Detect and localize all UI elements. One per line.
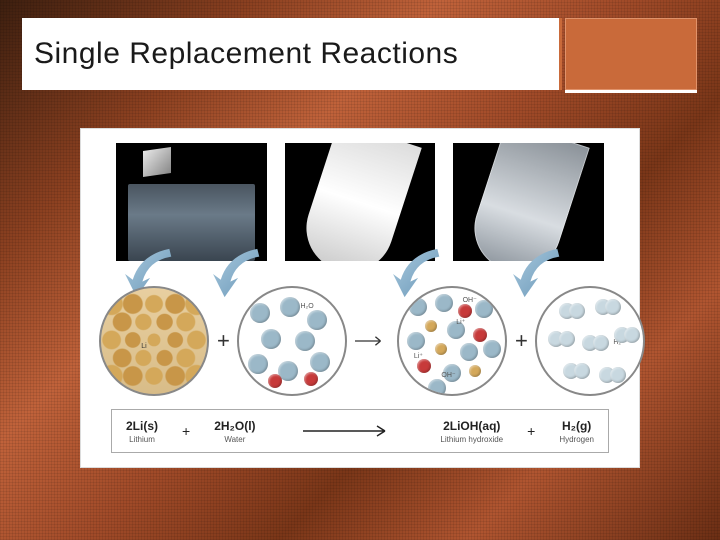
molecule-dot bbox=[307, 310, 327, 330]
molecule-dot bbox=[483, 340, 501, 358]
molecule-dot bbox=[469, 365, 481, 377]
mol-label: H₂O bbox=[300, 303, 313, 310]
equation-name: Lithium bbox=[129, 435, 155, 444]
molecule-circle-row: Li + H₂O OH⁻Li⁺Li⁺OH⁻ + H₂ bbox=[99, 281, 621, 401]
mol-label: OH⁻ bbox=[441, 371, 455, 379]
circle-lithium-lattice: Li bbox=[99, 286, 209, 396]
molecule-dot bbox=[435, 294, 453, 312]
molecule-dot bbox=[409, 298, 427, 316]
circle-hydrogen-gas: H₂ bbox=[535, 286, 645, 396]
molecule-dot bbox=[473, 328, 487, 342]
molecule-dot bbox=[428, 379, 446, 396]
equation-arrow-icon bbox=[270, 425, 427, 437]
molecule-dot bbox=[610, 367, 626, 383]
slide-title: Single Replacement Reactions bbox=[34, 37, 458, 71]
molecule-dot bbox=[435, 343, 447, 355]
molecule-dot bbox=[425, 320, 437, 332]
equation-formula: 2LiOH(aq) bbox=[443, 419, 500, 433]
equation-formula: H₂(g) bbox=[562, 419, 591, 433]
plus-icon: + bbox=[217, 328, 229, 354]
molecule-dot bbox=[574, 363, 590, 379]
molecule-dot bbox=[460, 343, 478, 361]
test-tube-clear-icon bbox=[464, 143, 591, 261]
molecule-dot bbox=[569, 303, 585, 319]
equation-operator: + bbox=[517, 423, 545, 439]
mol-label: Li bbox=[141, 343, 146, 350]
lithium-metal-icon bbox=[143, 147, 171, 177]
molecule-dot bbox=[475, 300, 493, 318]
equation-name: Lithium hydroxide bbox=[440, 435, 503, 444]
molecule-dot bbox=[458, 304, 472, 318]
mol-label: Li⁺ bbox=[456, 318, 465, 326]
equation-term: 2LiOH(aq) Lithium hydroxide bbox=[426, 419, 517, 444]
equation-bar: 2Li(s) Lithium +2H₂O(l) Water 2LiOH(aq) Lithi… bbox=[111, 409, 609, 453]
molecule-dot bbox=[295, 331, 315, 351]
plus-icon: + bbox=[515, 328, 527, 354]
test-tube-white-icon bbox=[295, 143, 422, 261]
molecule-dot bbox=[261, 329, 281, 349]
reaction-figure: Li + H₂O OH⁻Li⁺Li⁺OH⁻ + H₂ 2Li(s)Lithium… bbox=[80, 128, 640, 468]
photo-lithium-beaker bbox=[116, 143, 267, 261]
equation-name: Water bbox=[224, 435, 245, 444]
molecule-dot bbox=[624, 327, 640, 343]
circle-lioh-solution: OH⁻ Li⁺ Li⁺ OH⁻ bbox=[397, 286, 507, 396]
equation-name: Hydrogen bbox=[559, 435, 594, 444]
accent-box bbox=[565, 18, 697, 90]
mol-label: OH⁻ bbox=[463, 296, 477, 304]
molecule-dot bbox=[280, 297, 300, 317]
molecule-dot bbox=[407, 332, 425, 350]
arrow-right-icon bbox=[355, 332, 389, 350]
photo-clear-tube bbox=[453, 143, 604, 261]
molecule-dot bbox=[248, 354, 268, 374]
molecule-dot bbox=[605, 299, 621, 315]
molecule-dot bbox=[304, 372, 318, 386]
equation-term: H₂(g) Hydrogen bbox=[545, 419, 608, 444]
mol-label: Li⁺ bbox=[414, 352, 423, 360]
title-bar: Single Replacement Reactions bbox=[22, 18, 562, 90]
circle-water: H₂O bbox=[237, 286, 347, 396]
photo-row bbox=[116, 143, 604, 261]
molecule-dot bbox=[268, 374, 282, 388]
photo-white-tube bbox=[285, 143, 436, 261]
molecule-dot bbox=[310, 352, 330, 372]
equation-operator: + bbox=[172, 423, 200, 439]
equation-formula: 2Li(s) bbox=[126, 419, 158, 433]
molecule-dot bbox=[593, 335, 609, 351]
equation-formula: 2H₂O(l) bbox=[214, 419, 255, 433]
molecule-dot bbox=[559, 331, 575, 347]
molecule-dot bbox=[250, 303, 270, 323]
molecule-dot bbox=[417, 359, 431, 373]
equation-term: 2Li(s) Lithium bbox=[112, 419, 172, 444]
equation-term: 2H₂O(l) Water bbox=[200, 419, 269, 444]
accent-underline bbox=[565, 90, 697, 93]
